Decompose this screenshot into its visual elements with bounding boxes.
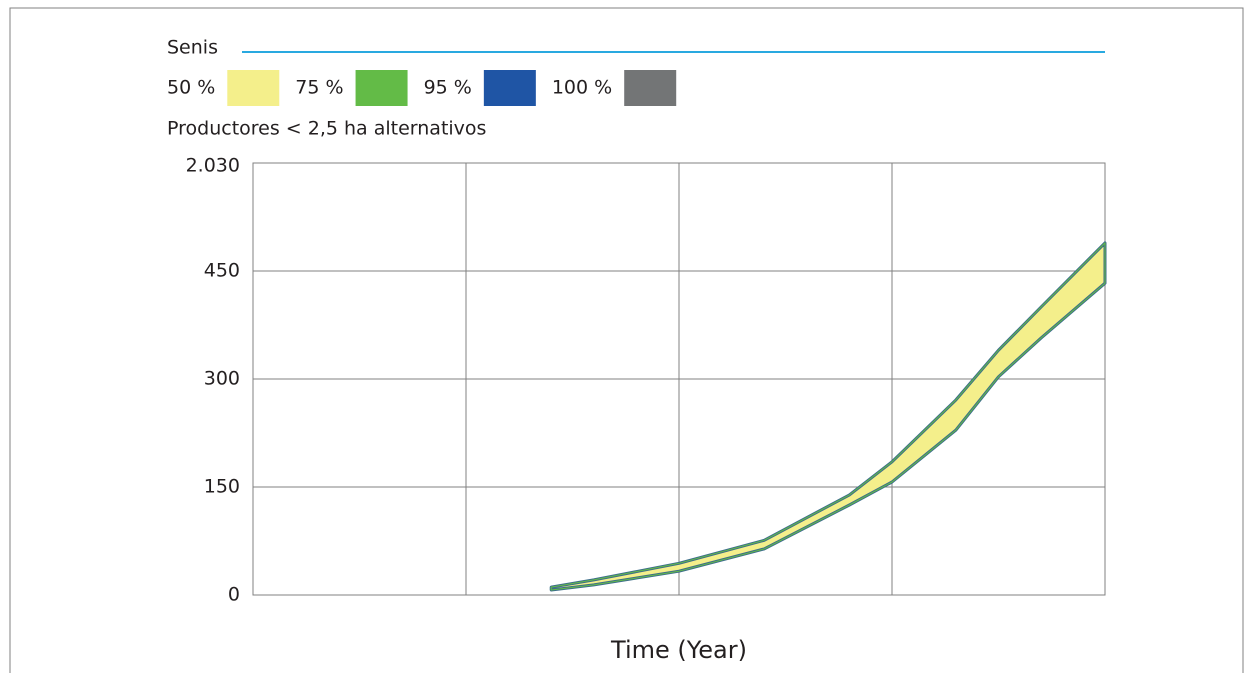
legend-swatch [483,70,536,106]
band-area [549,241,1107,592]
band-outline-inner [550,242,1106,591]
frame [9,7,1244,673]
y-tick-label: 300 [204,368,240,390]
y-tick-label: 150 [204,476,240,498]
variable-name: Senis [167,37,218,59]
legend-label: 95 % [424,77,472,99]
legend-swatch [624,70,677,106]
legend-label: 50 % [167,77,215,99]
legend-label: 100 % [552,77,612,99]
legend-swatch [355,70,408,106]
legend-swatch [227,70,280,106]
chart-title: Productores < 2,5 ha alternativos [167,118,486,140]
top-label: 2.030 [186,155,240,177]
y-tick-label: 450 [204,260,240,282]
y-tick-label: 0 [228,584,240,606]
x-axis-title: Time (Year) [610,636,747,664]
legend-label: 75 % [295,77,343,99]
